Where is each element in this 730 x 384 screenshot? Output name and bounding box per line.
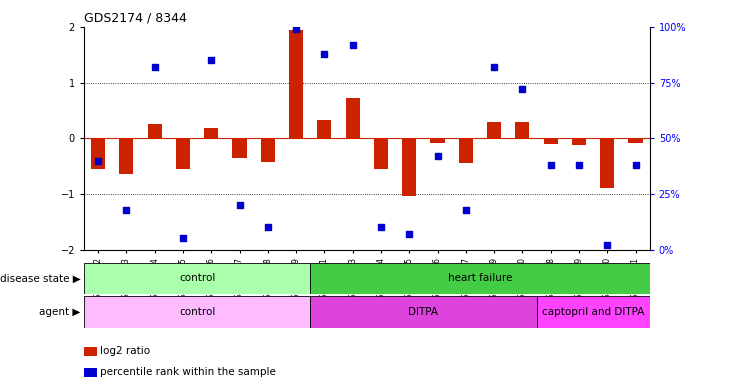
Point	[291, 26, 302, 32]
Text: control: control	[179, 273, 215, 283]
Bar	[458, 138, 473, 163]
Point	[630, 162, 642, 168]
Point	[318, 51, 330, 57]
Text: agent ▶: agent ▶	[39, 307, 80, 317]
Point	[517, 86, 529, 92]
Bar	[515, 121, 529, 138]
Bar	[84, 296, 310, 328]
Bar	[232, 138, 247, 158]
Point	[460, 207, 472, 213]
Bar	[374, 138, 388, 169]
Bar	[176, 138, 190, 169]
Point	[92, 157, 104, 164]
Bar	[487, 121, 502, 138]
Point	[205, 57, 217, 63]
Point	[347, 41, 358, 48]
Bar	[600, 138, 615, 189]
Text: DITPA: DITPA	[408, 307, 439, 317]
Bar	[204, 128, 218, 138]
Point	[177, 235, 189, 242]
Bar	[544, 138, 558, 144]
Point	[120, 207, 132, 213]
Point	[149, 64, 161, 70]
Bar	[147, 124, 162, 138]
Text: control: control	[179, 307, 215, 317]
Bar	[310, 296, 537, 328]
Point	[375, 224, 387, 230]
Point	[234, 202, 245, 208]
Bar	[91, 138, 105, 169]
Point	[545, 162, 556, 168]
Point	[431, 153, 443, 159]
Bar	[629, 138, 642, 143]
Bar	[84, 263, 310, 294]
Text: log2 ratio: log2 ratio	[100, 346, 150, 356]
Point	[573, 162, 585, 168]
Bar	[345, 98, 360, 138]
Bar	[431, 138, 445, 143]
Bar	[119, 138, 134, 174]
Point	[488, 64, 500, 70]
Point	[262, 224, 274, 230]
Text: disease state ▶: disease state ▶	[0, 273, 80, 283]
Text: captopril and DITPA: captopril and DITPA	[542, 307, 645, 317]
Bar	[289, 30, 303, 138]
Text: heart failure: heart failure	[447, 273, 512, 283]
Text: percentile rank within the sample: percentile rank within the sample	[100, 367, 276, 377]
Bar	[310, 263, 650, 294]
Bar	[318, 121, 331, 138]
Text: GDS2174 / 8344: GDS2174 / 8344	[84, 11, 187, 24]
Bar	[537, 296, 650, 328]
Point	[602, 242, 613, 248]
Bar	[261, 138, 275, 162]
Point	[404, 231, 415, 237]
Bar	[402, 138, 416, 195]
Bar	[572, 138, 586, 145]
